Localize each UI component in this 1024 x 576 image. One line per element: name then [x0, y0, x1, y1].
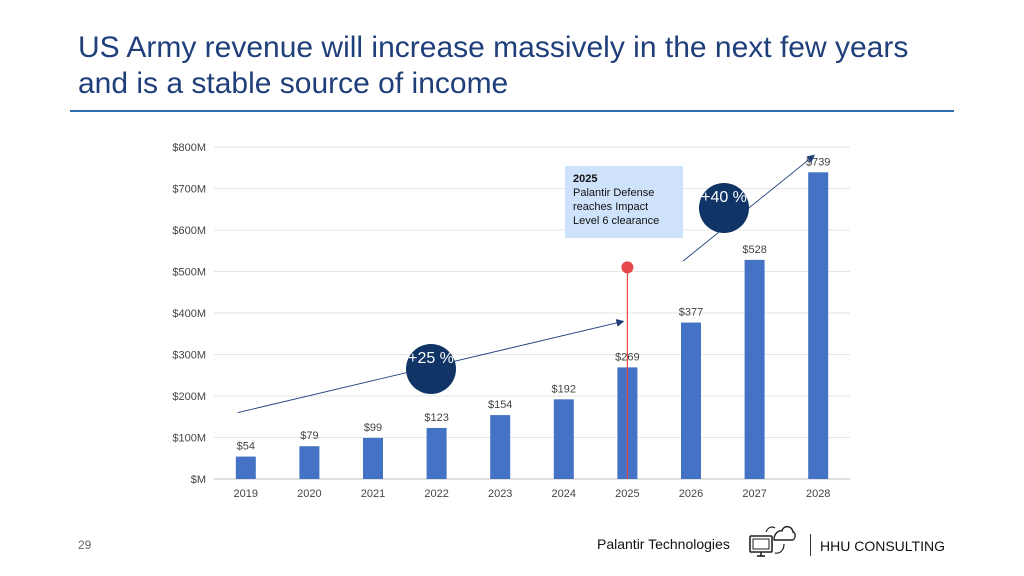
y-tick-label: $800M — [172, 142, 206, 154]
callout-year: 2025 — [573, 173, 598, 185]
x-tick-label: 2028 — [806, 488, 830, 500]
value-label: $123 — [424, 412, 448, 424]
y-tick-label: $M — [191, 474, 206, 486]
value-label: $739 — [806, 156, 830, 168]
y-axis-ticks: $M $100M $200M $300M $400M $500M $600M $700M $80… — [172, 142, 206, 486]
marker-dot — [621, 261, 634, 274]
x-tick-label: 2019 — [234, 488, 258, 500]
bars — [235, 172, 829, 479]
x-tick-label: 2021 — [361, 488, 385, 500]
y-tick-label: $500M — [172, 267, 206, 279]
page-number: 29 — [78, 538, 92, 552]
footer-company: Palantir Technologies — [597, 536, 730, 552]
value-label: $154 — [488, 399, 512, 411]
y-tick-label: $600M — [172, 225, 206, 237]
value-label: $192 — [552, 383, 576, 395]
footer-separator — [810, 534, 811, 556]
value-label: $99 — [364, 422, 382, 434]
y-tick-label: $400M — [172, 308, 206, 320]
y-tick-label: $300M — [172, 350, 206, 362]
computer-cloud-icon — [749, 525, 796, 557]
bar-2021 — [363, 437, 383, 479]
value-label: $54 — [237, 441, 255, 453]
x-tick-label: 2027 — [742, 488, 766, 500]
callout-text: Palantir Defense reaches Impact Level 6 … — [573, 187, 660, 227]
title-divider — [70, 110, 954, 112]
bar-2024 — [553, 399, 574, 479]
bar-2022 — [426, 427, 447, 479]
x-tick-label: 2022 — [424, 488, 448, 500]
x-tick-label: 2023 — [488, 488, 512, 500]
bar-2026 — [681, 322, 701, 479]
x-tick-label: 2024 — [552, 488, 576, 500]
bar-2020 — [299, 446, 320, 479]
footer-brand: HHU CONSULTING — [820, 538, 945, 554]
x-tick-label: 2020 — [297, 488, 321, 500]
bar-2019 — [235, 456, 256, 479]
bar-2027 — [744, 259, 765, 479]
growth-badge-early: +25 % — [406, 344, 456, 394]
x-tick-label: 2026 — [679, 488, 703, 500]
y-tick-label: $200M — [172, 391, 206, 403]
y-tick-label: $700M — [172, 184, 206, 196]
x-axis-ticks: 2019 2020 2021 2022 2023 2024 2025 2026 2027 2028 — [234, 488, 831, 500]
y-tick-label: $100M — [172, 433, 206, 445]
value-label: $377 — [679, 307, 703, 319]
clearance-callout: 2025 Palantir Defense reaches Impact Lev… — [565, 166, 683, 238]
slide-title: US Army revenue will increase massively … — [78, 31, 909, 100]
bar-2028 — [808, 172, 829, 479]
value-label: $79 — [300, 430, 318, 442]
gridlines — [214, 146, 850, 480]
growth-badge-late: +40 % — [699, 183, 749, 233]
bar-2023 — [490, 415, 511, 479]
value-label: $528 — [742, 244, 766, 256]
x-tick-label: 2025 — [615, 488, 639, 500]
